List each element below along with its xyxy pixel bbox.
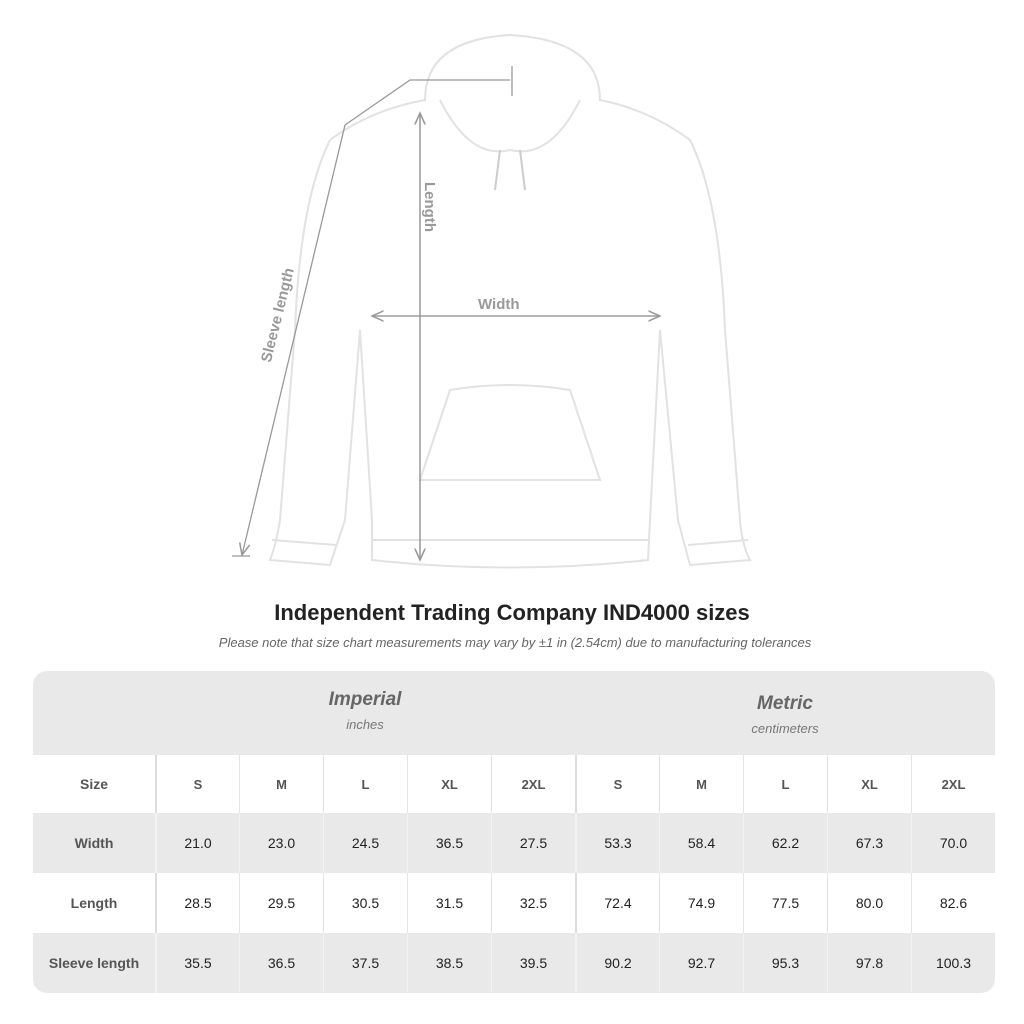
- size-cell: L: [323, 755, 407, 813]
- value-cell: 36.5: [239, 933, 323, 993]
- table-row: Sleeve length 35.5 36.5 37.5 38.5 39.5 90.2 92.…: [33, 933, 995, 993]
- size-table: Imperial inches Metric centimeters Size S…: [33, 671, 995, 993]
- metric-header: Metric centimeters: [575, 693, 995, 736]
- measure-lines: [232, 66, 660, 560]
- value-cell: 100.3: [911, 933, 995, 993]
- value-cell: 82.6: [911, 873, 995, 933]
- table-row: Length 28.5 29.5 30.5 31.5 32.5 72.4 74.9 77.5 80…: [33, 873, 995, 933]
- value-cell: 23.0: [239, 813, 323, 873]
- value-cell: 35.5: [155, 933, 239, 993]
- row-label: Sleeve length: [48, 955, 140, 971]
- size-cell: S: [575, 755, 659, 813]
- value-cell: 38.5: [407, 933, 491, 993]
- value-cell: 30.5: [323, 873, 407, 933]
- value-cell: 92.7: [659, 933, 743, 993]
- value-cell: 67.3: [827, 813, 911, 873]
- value-cell: 70.0: [911, 813, 995, 873]
- value-cell: 74.9: [659, 873, 743, 933]
- subtitle: Please note that size chart measurements…: [218, 635, 812, 650]
- row-label: Length: [70, 895, 118, 911]
- hoodie-shape: [268, 33, 752, 569]
- table-header: Imperial inches Metric centimeters: [33, 671, 995, 755]
- row-label: Size: [79, 776, 108, 792]
- metric-title: Metric: [757, 693, 813, 714]
- size-cell: XL: [827, 755, 911, 813]
- imperial-unit: inches: [346, 717, 384, 732]
- value-cell: 29.5: [239, 873, 323, 933]
- value-cell: 58.4: [659, 813, 743, 873]
- value-cell: 53.3: [575, 813, 659, 873]
- metric-unit: centimeters: [751, 721, 819, 736]
- value-cell: 28.5: [155, 873, 239, 933]
- row-label: Width: [74, 835, 114, 851]
- size-cell: M: [239, 755, 323, 813]
- value-cell: 80.0: [827, 873, 911, 933]
- value-cell: 72.4: [575, 873, 659, 933]
- value-cell: 24.5: [323, 813, 407, 873]
- value-cell: 37.5: [323, 933, 407, 993]
- value-cell: 39.5: [491, 933, 575, 993]
- size-cell: S: [155, 755, 239, 813]
- size-cell: L: [743, 755, 827, 813]
- table-row: Width 21.0 23.0 24.5 36.5 27.5 53.3 58.4 62.2 67.…: [33, 813, 995, 873]
- size-cell: M: [659, 755, 743, 813]
- size-cell: 2XL: [491, 755, 575, 813]
- value-cell: 21.0: [155, 813, 239, 873]
- width-label: Width: [478, 296, 520, 313]
- value-cell: 90.2: [575, 933, 659, 993]
- value-cell: 77.5: [743, 873, 827, 933]
- value-cell: 95.3: [743, 933, 827, 993]
- hoodie-illustration: [232, 33, 752, 569]
- value-cell: 62.2: [743, 813, 827, 873]
- imperial-header: Imperial inches: [155, 689, 575, 732]
- value-cell: 97.8: [827, 933, 911, 993]
- sleeve-arrow: [242, 79, 510, 555]
- value-cell: 31.5: [407, 873, 491, 933]
- size-cell: XL: [407, 755, 491, 813]
- value-cell: 36.5: [407, 813, 491, 873]
- value-cell: 32.5: [491, 873, 575, 933]
- size-cell: 2XL: [911, 755, 995, 813]
- value-cell: 27.5: [491, 813, 575, 873]
- page-title: Independent Trading Company IND4000 size…: [274, 600, 750, 625]
- size-header-row: Size S M L XL 2XL S M L XL 2XL: [33, 755, 995, 813]
- imperial-title: Imperial: [328, 689, 402, 710]
- length-label: Length: [421, 182, 438, 232]
